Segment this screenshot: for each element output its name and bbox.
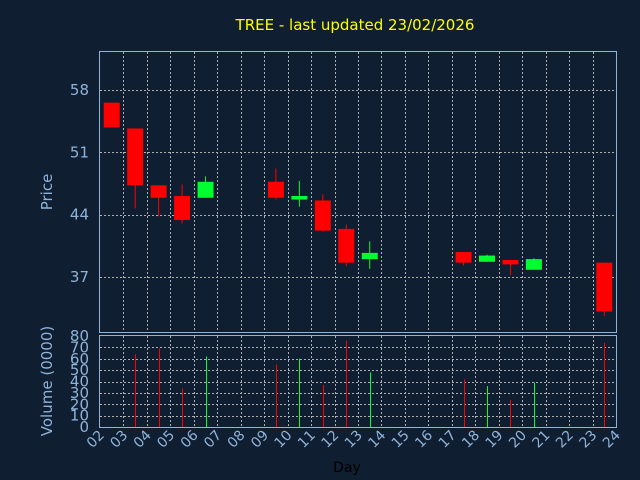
candle-body [455,252,472,263]
volume-tick-label: 50 [70,361,89,379]
volume-tick-label: 30 [70,384,89,402]
candle-body [338,228,355,263]
candle-body [291,196,308,200]
volume-tick-label: 40 [70,373,89,391]
price-tick-label: 51 [70,143,89,161]
volume-tick-label: 60 [70,350,89,368]
candle-body [525,259,542,270]
chart-title: TREE - last updated 23/02/2026 [235,16,475,34]
price-grid [100,52,616,332]
volume-tick-label: 10 [70,407,89,425]
candle-body [361,252,378,260]
volume-tick-label: 70 [70,338,89,356]
candle-body [103,102,120,128]
price-axis-label: Price [38,174,56,211]
volume-tick-label: 0 [79,418,89,436]
candle-body [127,128,144,186]
candle-body [314,200,331,231]
price-tick-label: 44 [70,206,89,224]
volume-panel-frame [99,335,617,428]
price-tick-label: 58 [70,81,89,99]
volume-bars [135,340,605,427]
volume-tick-label: 80 [70,327,89,345]
volume-tick-label: 20 [70,395,89,413]
x-tick-labels: 02 03 04 05 06 07 08 09 10 11 12 13 14 15 16 17 18 19 20 21… [84,427,624,451]
candle-body [150,185,167,198]
price-tick-labels: 37 44 51 58 [70,81,89,286]
volume-grid [100,336,616,427]
candle-body [479,255,495,262]
candle-body [267,181,284,198]
candle-body [502,260,519,265]
x-axis-label: Day [333,460,361,476]
candle-body [596,262,613,312]
volume-axis-label: Volume (0000) [38,326,56,436]
candle-body [174,196,191,220]
candle-body [197,181,214,198]
candles [103,102,613,316]
price-tick-label: 37 [70,268,89,286]
price-panel-frame [99,51,617,333]
